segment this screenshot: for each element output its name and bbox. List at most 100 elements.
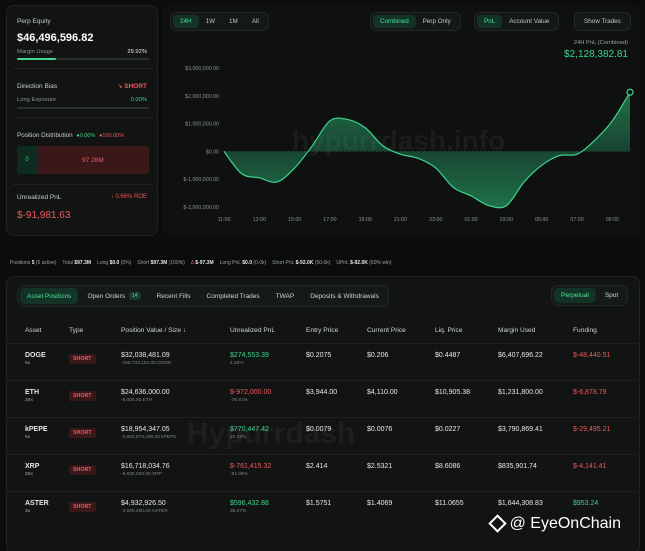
short-badge: SHORT [69,502,96,512]
long-dot-icon: ● [76,133,80,139]
current-price-cell: $1.4069 [367,500,393,507]
short-badge: SHORT [69,354,96,364]
view-account-value-button[interactable]: Account Value [509,18,550,25]
x-tick-label: 05:00 [535,217,548,223]
distribution-bar: 0 97.28M [17,146,149,174]
asset-cell: ETH 20x [25,389,39,403]
range-1w-button[interactable]: 1W [205,18,216,25]
liq-price-cell: $8.6086 [435,463,461,470]
asset-cell: kPEPE 5x [25,426,48,440]
entry-price-cell: $1.5751 [306,500,332,507]
unrealized-pnl-cell: $274,553.39 4.28% [230,352,269,366]
y-tick-label: $3,000,000.00 [185,66,219,72]
long-distribution-pct: 0.00% [79,133,96,139]
view-pnl-button[interactable]: PnL [477,15,503,28]
roe-value: ↓ 0.66% ROE [110,194,147,200]
entry-price-cell: $0.0079 [306,426,332,433]
x-tick-label: 13:00 [253,217,266,223]
open-orders-count-badge: 14 [129,292,141,300]
current-price-cell: $2.5321 [367,463,393,470]
type-cell: SHORT [69,354,96,364]
column-entry-price[interactable]: Entry Price [306,327,339,334]
tab-spot[interactable]: Spot [604,292,619,299]
long-exposure-value: 0.00% [130,97,147,103]
table-row[interactable]: XRP 20x SHORT $16,718,034.76 -6,630,000.00 X… [7,454,641,490]
margin-used-cell: $3,790,869.41 [498,426,543,433]
unrealized-pnl-cell: $596,432.88 36.27% [230,500,269,514]
account-summary-card: Perp Equity $46,496,596.82 Margin Usage … [6,5,158,236]
strip-upnl: UPnL $-92.0K (60% win) [336,260,392,266]
range-24h-button[interactable]: 24H [173,15,199,28]
x-tick-label: 19:00 [359,217,372,223]
tab-asset-positions[interactable]: Asset Positions [20,288,79,304]
x-tick-label: 03:00 [500,217,513,223]
position-value-cell: $18,954,347.05 -2,500,573,490.00 kPEPE [121,426,177,440]
brand-watermark: @ EyeOnChain [487,514,621,533]
column-liq-price[interactable]: Liq. Price [435,327,463,334]
margin-usage-label: Margin Usage [17,49,54,55]
eyeonchain-logo-icon [487,514,507,533]
long-exposure-bar [17,107,149,109]
funding-cell: $-6,878.79 [573,389,607,396]
y-tick-label: $-2,000,000.00 [183,205,219,211]
short-distribution-pct: 100.00% [102,133,125,139]
position-distribution-row: Position Distribution ●0.00% ●100.00% [17,132,124,139]
trend-down-icon: ↘ [117,84,123,90]
tab-perpetual[interactable]: Perpetual [554,288,596,303]
strip-long: Long $0.0 (0%) [97,260,132,266]
unrealized-pnl-cell: $-972,000.00 -78.91% [230,389,272,403]
x-tick-label: 21:00 [394,217,407,223]
position-value-cell: $16,718,034.76 -6,630,000.00 XRP [121,463,170,477]
table-row[interactable]: kPEPE 5x SHORT $18,954,347.05 -2,500,573,490… [7,417,641,453]
pnl-summary-label: 24H PnL (Combined) [573,40,628,46]
margin-used-cell: $1,231,800.00 [498,389,543,396]
margin-used-cell: $6,407,696.22 [498,352,543,359]
pnl-point [626,88,634,96]
table-row[interactable]: ETH 20x SHORT $24,636,000.00 -6,000.00 ETH $-… [7,380,641,416]
arrow-down-icon: ↓ [110,194,114,200]
liq-price-cell: $10,905.38 [435,389,471,396]
type-cell: SHORT [69,428,96,438]
column-type[interactable]: Type [69,327,84,334]
table-row[interactable]: DOGE 5x SHORT $32,038,481.09 -155,723,151.00… [7,343,641,379]
short-badge: SHORT [69,428,96,438]
tab-recent-fills[interactable]: Recent Fills [156,292,191,300]
strip-delta: Δ $-97.3M [190,260,214,266]
entry-price-cell: $2.414 [306,463,328,470]
tab-open-orders[interactable]: Open Orders 14 [80,288,147,304]
tab-deposits-withdrawals[interactable]: Deposits & Withdrawals [310,292,379,300]
column-current-price[interactable]: Current Price [367,327,406,334]
column-unrealized-pnl[interactable]: Unrealized PnL [230,327,276,334]
column-asset[interactable]: Asset [25,327,42,334]
strip-short-pnl: Short PnL $-92.0K (50.6k) [272,260,331,266]
pnl-area-chart: $3,000,000.00 $2,000,000.00 $1,000,000.00 $… [183,66,634,223]
y-tick-label: $2,000,000.00 [185,94,219,100]
strip-total: Total $97.3M [62,260,92,266]
funding-cell: $-4,141.41 [573,463,607,470]
y-tick-label: $-1,000,000.00 [183,177,219,183]
liq-price-cell: $11.0655 [435,500,464,507]
column-funding[interactable]: Funding [573,327,597,334]
entry-price-cell: $0.2075 [306,352,332,359]
tab-completed-trades[interactable]: Completed Trades [206,292,260,300]
table-row[interactable]: ASTER 3x SHORT $4,932,926.50 -3,500,450.00 A… [7,491,641,527]
show-trades-button[interactable]: Show Trades [584,18,621,25]
range-all-button[interactable]: All [251,18,259,25]
unrealized-pnl-value: $-91,981.63 [17,210,71,221]
tab-twap[interactable]: TWAP [275,292,295,300]
current-price-cell: $0.206 [367,352,389,359]
column-position-value[interactable]: Position Value / Size ↓ [121,327,187,334]
distribution-long-segment: 0 [17,146,37,174]
position-distribution-label: Position Distribution [17,132,73,139]
pnl-summary-value: $2,128,382.81 [564,49,628,60]
type-cell: SHORT [69,391,96,401]
margin-used-cell: $1,644,308.83 [498,500,543,507]
mode-combined-button[interactable]: Combined [373,15,416,28]
column-margin-used[interactable]: Margin Used [498,327,536,334]
asset-cell: ASTER 3x [25,500,49,514]
x-tick-label: 23:00 [429,217,442,223]
x-tick-label: 09:00 [606,217,619,223]
mode-perp-only-button[interactable]: Perp Only [422,18,451,25]
range-1m-button[interactable]: 1M [229,18,238,25]
show-trades-group: Show Trades [574,12,631,31]
